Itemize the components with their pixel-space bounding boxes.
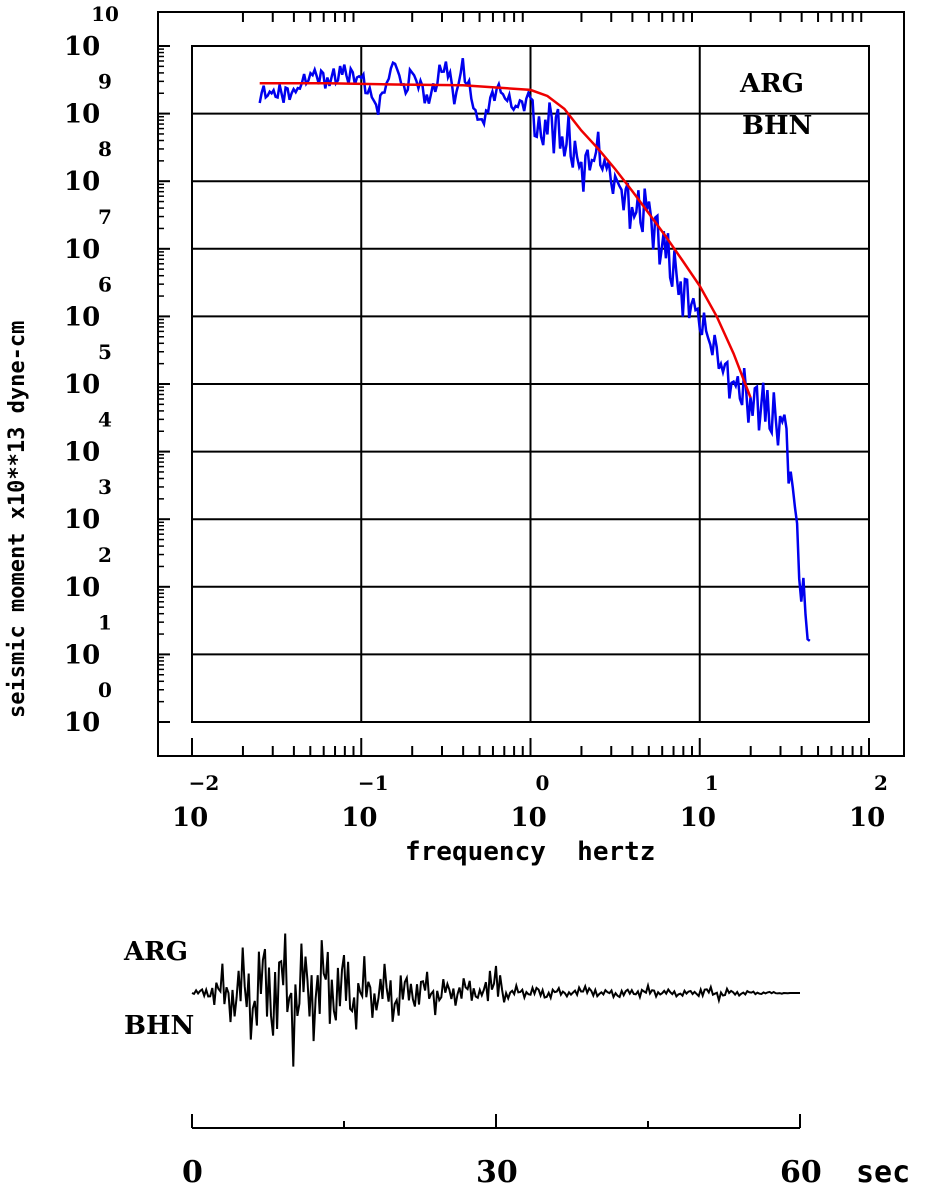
y-axis-label: seismic moment x10**13 dyne-cm [5, 321, 30, 718]
y-tick-label-exponent: 4 [98, 408, 112, 432]
x-tick-label-exponent: 1 [705, 771, 719, 795]
x-tick-label-exponent: −2 [189, 771, 220, 795]
x-tick-label-base: 10 [341, 803, 377, 833]
x-tick-label-exponent: 2 [874, 771, 888, 795]
x-tick-label-exponent: 0 [536, 771, 550, 795]
y-tick-label-base: 10 [64, 505, 100, 535]
y-tick-labels: 10 0 10 1 10 2 10 3 10 4 10 5 10 6 10 7 10 8 10 9 10 10 [64, 2, 119, 738]
y-tick-label-exponent: 5 [98, 340, 112, 364]
y-tick-label-exponent: 10 [91, 2, 119, 26]
x-tick-label-base: 10 [849, 803, 885, 833]
time-axis-unit: sec [856, 1155, 910, 1184]
y-tick-label-exponent: 9 [98, 70, 112, 94]
spectrum-series [258, 58, 811, 642]
model-fit-line [259, 81, 752, 398]
spectrum-channel-label: BHN [742, 111, 812, 141]
spectrum-station-label: ARG [739, 69, 804, 99]
time-tick-label: 30 [476, 1155, 518, 1184]
y-tick-label-base: 10 [64, 100, 100, 130]
y-tick-label-exponent: 2 [98, 543, 112, 567]
y-tick-label-exponent: 0 [98, 678, 112, 702]
y-tick-label-exponent: 1 [98, 610, 112, 634]
y-tick-label-exponent: 3 [98, 475, 112, 499]
y-tick-label-base: 10 [64, 32, 100, 62]
time-axis-ticks: 0 30 60 [182, 1114, 822, 1184]
time-tick-label: 60 [780, 1155, 822, 1184]
x-tick-label-base: 10 [511, 803, 547, 833]
x-tick-label-base: 10 [172, 803, 208, 833]
y-tick-label-exponent: 6 [98, 272, 112, 296]
y-tick-label-base: 10 [64, 438, 100, 468]
x-tick-label-base: 10 [680, 803, 716, 833]
observed-spectrum-line [258, 58, 811, 642]
time-tick-label: 0 [182, 1155, 203, 1184]
trace-channel-label: BHN [124, 1011, 194, 1041]
x-minor-ticks [158, 12, 870, 756]
y-tick-label-base: 10 [64, 708, 100, 738]
y-tick-label-base: 10 [64, 573, 100, 603]
y-tick-label-base: 10 [64, 235, 100, 265]
y-tick-label-base: 10 [64, 167, 100, 197]
x-tick-labels: 10 −2 10 −1 10 0 10 1 10 2 [172, 771, 888, 833]
y-tick-label-base: 10 [64, 370, 100, 400]
y-tick-label-base: 10 [64, 640, 100, 670]
seismogram-line [191, 933, 800, 1067]
trace-station-label: ARG [123, 937, 188, 967]
plot-area [191, 45, 870, 723]
y-tick-label-exponent: 7 [98, 205, 112, 229]
seismogram-trace [191, 933, 800, 1067]
x-axis-label: frequency hertz [405, 837, 655, 867]
y-tick-label-base: 10 [64, 302, 100, 332]
y-tick-label-exponent: 8 [98, 137, 112, 161]
x-tick-label-exponent: −1 [358, 771, 389, 795]
